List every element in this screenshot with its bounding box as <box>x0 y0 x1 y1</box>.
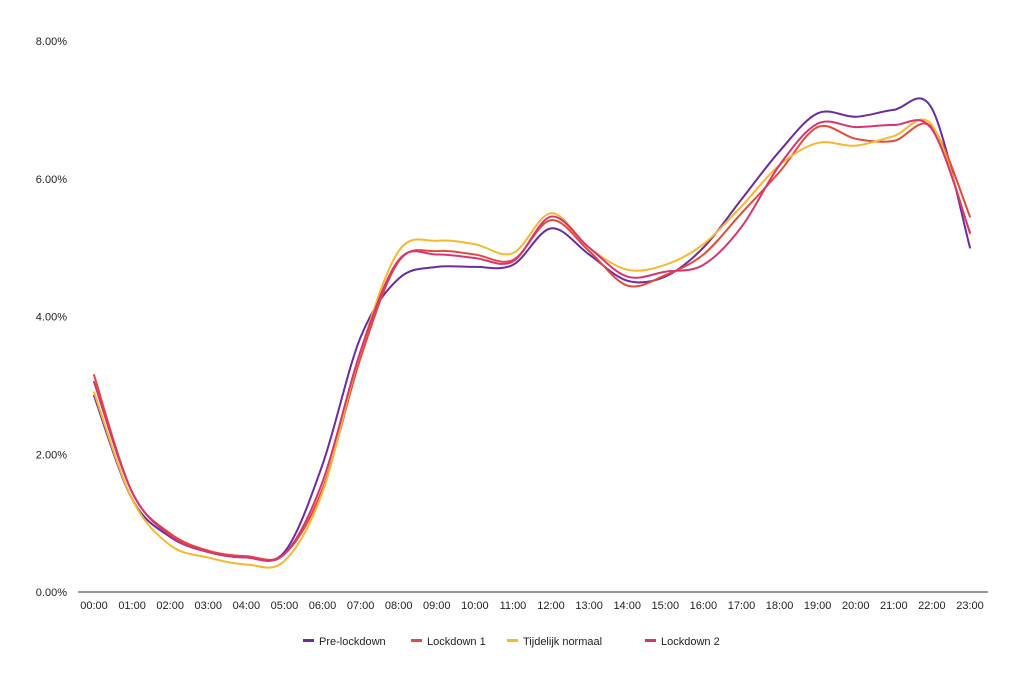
legend-label: Lockdown 2 <box>661 636 720 648</box>
legend-item: Lockdown 1 <box>411 636 486 648</box>
y-tick-label: 2.00% <box>36 449 67 461</box>
y-tick-label: 4.00% <box>36 312 67 324</box>
x-tick-label: 16:00 <box>690 600 718 612</box>
series-line-pre-lockdown <box>93 97 971 562</box>
legend-item: Lockdown 2 <box>645 636 720 648</box>
x-tick-label: 11:00 <box>500 600 527 612</box>
legend-item: Tijdelijk normaal <box>507 636 602 648</box>
legend-swatch <box>303 639 314 642</box>
x-tick-label: 05:00 <box>271 600 299 612</box>
legend-label: Lockdown 1 <box>427 636 486 648</box>
x-tick-label: 00:00 <box>80 600 108 612</box>
x-tick-label: 04:00 <box>233 600 261 612</box>
x-tick-label: 19:00 <box>804 600 832 612</box>
x-tick-label: 21:00 <box>880 600 908 612</box>
legend-swatch <box>411 639 422 642</box>
legend-label: Tijdelijk normaal <box>523 636 602 648</box>
series-lines <box>93 97 971 569</box>
y-tick-label: 6.00% <box>36 174 67 186</box>
series-line-tijdelijk-normaal <box>93 118 971 569</box>
legend: Pre-lockdown Lockdown 1 Tijdelijk normaal L… <box>303 636 720 648</box>
x-axis-ticks: 00:00 01:00 02:00 03:00 04:00 05:00 06:00 07:00… <box>80 600 984 612</box>
x-tick-label: 18:00 <box>766 600 794 612</box>
legend-item: Pre-lockdown <box>303 636 386 648</box>
x-tick-label: 15:00 <box>652 600 680 612</box>
x-tick-label: 23:00 <box>956 600 984 612</box>
y-tick-label: 0.00% <box>36 587 67 599</box>
legend-swatch <box>507 639 518 642</box>
series-line-lockdown-1 <box>93 122 971 561</box>
x-tick-label: 13:00 <box>575 600 603 612</box>
x-tick-label: 02:00 <box>156 600 184 612</box>
y-tick-label: 8.00% <box>36 36 67 48</box>
x-tick-label: 08:00 <box>385 600 413 612</box>
x-tick-label: 12:00 <box>537 600 565 612</box>
x-tick-label: 07:00 <box>347 600 375 612</box>
x-tick-label: 20:00 <box>842 600 870 612</box>
legend-swatch <box>645 639 656 642</box>
x-tick-label: 09:00 <box>423 600 451 612</box>
legend-label: Pre-lockdown <box>319 636 386 648</box>
y-axis-ticks: 0.00% 2.00% 4.00% 6.00% 8.00% <box>36 36 67 599</box>
x-tick-label: 06:00 <box>309 600 337 612</box>
x-tick-label: 10:00 <box>461 600 489 612</box>
x-tick-label: 01:00 <box>118 600 146 612</box>
x-tick-label: 22:00 <box>918 600 946 612</box>
x-tick-label: 14:00 <box>613 600 641 612</box>
x-tick-label: 17:00 <box>728 600 756 612</box>
series-line-lockdown-2 <box>93 119 971 562</box>
x-tick-label: 03:00 <box>194 600 222 612</box>
